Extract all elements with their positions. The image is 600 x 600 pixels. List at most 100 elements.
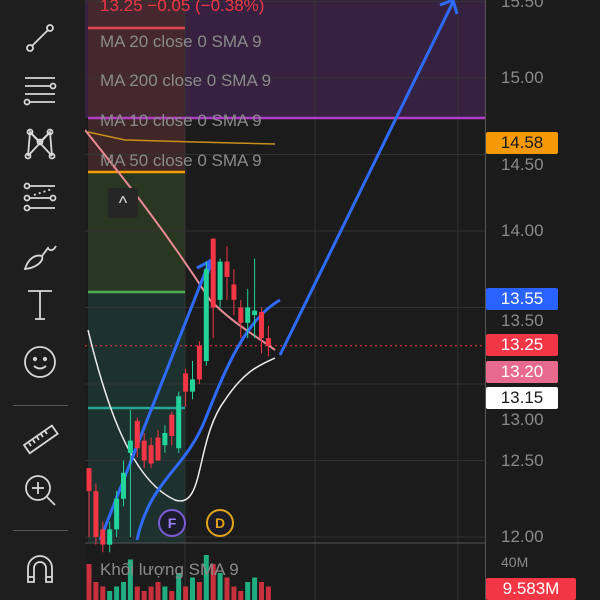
volume-bar: [238, 591, 244, 600]
indicator-ma50[interactable]: MA 50 close 0 SMA 9: [100, 151, 262, 170]
horizontal-lines-icon: [23, 77, 57, 106]
brush-tool-button[interactable]: [20, 234, 60, 274]
price-badge: 14.58: [486, 132, 558, 154]
candle-body[interactable]: [203, 269, 209, 362]
candle-body[interactable]: [224, 261, 230, 277]
candle-body[interactable]: [148, 445, 154, 464]
volume-bar: [224, 577, 230, 600]
candle-body[interactable]: [259, 312, 264, 339]
volume-bar: [162, 586, 168, 600]
price-tick: 15.50: [501, 0, 544, 11]
candle-body[interactable]: [127, 440, 133, 453]
candle-body[interactable]: [265, 338, 271, 346]
volume-bar: [86, 564, 92, 600]
price-tick: 14.00: [501, 221, 544, 240]
candle-body[interactable]: [238, 307, 244, 323]
volume-bar: [252, 577, 258, 600]
candle-body[interactable]: [134, 420, 140, 449]
volume-bar: [176, 573, 182, 600]
candle-body[interactable]: [231, 284, 237, 300]
volume-bar: [265, 586, 271, 600]
trend-line-icon: [26, 24, 54, 52]
candle-body[interactable]: [252, 310, 258, 316]
magnet-icon: [27, 555, 53, 583]
candle-body[interactable]: [196, 345, 202, 380]
toolbar-divider: [13, 405, 68, 406]
ma-line-orange: [87, 131, 276, 145]
candle-body[interactable]: [107, 529, 113, 545]
trend-line-tool-button[interactable]: [20, 18, 60, 58]
text-tool-button[interactable]: [20, 285, 60, 325]
fib-channel-tool-button[interactable]: [20, 178, 60, 218]
drawing-toolbar: [0, 0, 85, 600]
price-tick: 13.00: [501, 410, 544, 429]
zoom-in-tool-button[interactable]: [20, 470, 60, 510]
chart-canvas[interactable]: [85, 0, 485, 600]
drawn-curve[interactable]: [135, 298, 281, 541]
candle-body[interactable]: [155, 437, 161, 461]
candle-body[interactable]: [114, 498, 120, 530]
volume-bar: [169, 591, 175, 600]
volume-bar: [148, 586, 154, 600]
drawn-trend-arrow[interactable]: [278, 1, 455, 356]
candle-body[interactable]: [176, 396, 182, 449]
candle-body[interactable]: [169, 414, 175, 437]
indicator-ma20[interactable]: MA 20 close 0 SMA 9: [100, 32, 262, 51]
volume-badge: 9.583M: [486, 578, 576, 600]
toolbar-divider: [13, 530, 68, 531]
price-chart[interactable]: 13.25 −0.05 (−0.38%) MA 20 close 0 SMA 9…: [85, 0, 485, 600]
candle-body[interactable]: [141, 440, 147, 461]
text-icon: [28, 290, 52, 320]
price-tick: 12.50: [501, 450, 544, 470]
volume-bar: [121, 582, 126, 600]
emoji-tool-button[interactable]: [20, 342, 60, 382]
teal-zone: [88, 292, 185, 543]
price-badge: 13.20: [486, 361, 558, 383]
price-badge: 13.55: [486, 288, 558, 310]
volume-bar: [259, 582, 264, 600]
volume-bar: [100, 586, 106, 600]
price-tick: 13.50: [501, 311, 544, 330]
magnet-tool-button[interactable]: [20, 548, 60, 588]
fib-channel-icon: [23, 182, 57, 212]
price-axis[interactable]: 15.50 15.00 14.50 14.00 13.50 13.00 12.50 12.00…: [485, 0, 600, 600]
zoom-in-icon: [25, 475, 56, 506]
volume-bar: [210, 564, 216, 600]
indicator-ma10[interactable]: MA 10 close 0 SMA 9: [100, 111, 262, 130]
marker-f[interactable]: F: [158, 509, 186, 537]
candle-body[interactable]: [210, 238, 216, 308]
volume-bar: [217, 573, 223, 600]
volume-bar: [134, 586, 140, 600]
candle-body[interactable]: [121, 472, 126, 499]
ma-line-white: [87, 329, 276, 502]
indicator-ma200[interactable]: MA 200 close 0 SMA 9: [100, 71, 272, 90]
volume-bar: [231, 586, 237, 600]
volume-tick: 40M: [501, 554, 529, 570]
pattern-tool-button[interactable]: [20, 124, 60, 164]
collapse-legend-button[interactable]: ^: [108, 188, 138, 218]
candle-body[interactable]: [93, 491, 99, 537]
candle-body[interactable]: [245, 307, 251, 323]
candle-body[interactable]: [217, 261, 223, 300]
price-change: 13.25 −0.05 (−0.38%): [100, 0, 265, 15]
price-badge: 13.15: [486, 387, 558, 409]
volume-bar: [141, 591, 147, 600]
volume-bar: [93, 582, 99, 600]
pattern-icon: [24, 128, 56, 160]
ruler-icon: [22, 424, 59, 455]
candle-body[interactable]: [100, 529, 106, 545]
candle-body[interactable]: [190, 379, 195, 392]
drawn-trend-line[interactable]: [98, 259, 212, 541]
volume-bar: [107, 591, 113, 600]
price-tick: 15.00: [501, 68, 544, 87]
volume-bar: [203, 555, 209, 600]
drawn-arrow-head[interactable]: [439, 0, 459, 15]
candle-body[interactable]: [183, 373, 189, 392]
candle-body[interactable]: [86, 468, 92, 492]
candle-body[interactable]: [162, 432, 168, 446]
horizontal-lines-tool-button[interactable]: [20, 70, 60, 110]
volume-bar: [155, 582, 161, 600]
marker-d[interactable]: D: [206, 509, 234, 537]
ruler-tool-button[interactable]: [20, 420, 60, 460]
volume-label[interactable]: Khối lượng SMA 9: [100, 560, 239, 579]
